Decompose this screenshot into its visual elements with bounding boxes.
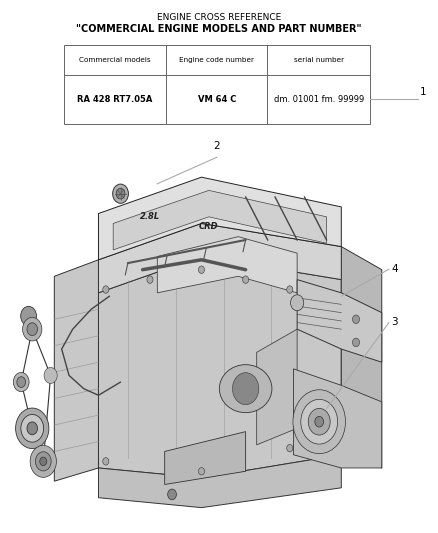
Polygon shape: [54, 260, 99, 481]
Text: serial number: serial number: [294, 56, 344, 63]
Polygon shape: [165, 432, 246, 484]
Circle shape: [198, 467, 205, 475]
Circle shape: [35, 452, 51, 471]
Circle shape: [168, 489, 177, 500]
Circle shape: [30, 446, 57, 478]
Circle shape: [301, 399, 338, 444]
Ellipse shape: [219, 365, 272, 413]
Circle shape: [287, 286, 293, 293]
Polygon shape: [99, 256, 341, 478]
Text: 3: 3: [391, 318, 398, 327]
Text: VM 64 C: VM 64 C: [198, 95, 236, 104]
Circle shape: [113, 184, 128, 203]
Circle shape: [27, 422, 38, 435]
Polygon shape: [99, 177, 341, 260]
Circle shape: [308, 408, 330, 435]
Circle shape: [290, 295, 304, 311]
Polygon shape: [293, 369, 382, 468]
Circle shape: [116, 188, 125, 199]
Circle shape: [293, 390, 346, 454]
Text: "COMMERCIAL ENGINE MODELS AND PART NUMBER": "COMMERCIAL ENGINE MODELS AND PART NUMBE…: [76, 24, 362, 34]
Text: 1: 1: [419, 87, 426, 96]
Circle shape: [353, 338, 360, 346]
Circle shape: [147, 276, 153, 284]
Text: 2.8L: 2.8L: [140, 212, 160, 221]
Circle shape: [287, 445, 293, 452]
Circle shape: [243, 276, 249, 284]
Text: CRD: CRD: [199, 222, 219, 231]
Circle shape: [16, 408, 49, 449]
Circle shape: [17, 377, 25, 387]
Circle shape: [44, 367, 57, 383]
Text: dm. 01001 fm. 99999: dm. 01001 fm. 99999: [274, 95, 364, 104]
Circle shape: [21, 415, 44, 442]
Circle shape: [40, 457, 47, 466]
Circle shape: [198, 266, 205, 273]
Circle shape: [13, 373, 29, 392]
Circle shape: [103, 286, 109, 293]
Polygon shape: [54, 260, 99, 481]
Text: 4: 4: [391, 264, 398, 274]
Polygon shape: [157, 237, 297, 293]
Text: RA 428 RT7.05A: RA 428 RT7.05A: [77, 95, 152, 104]
Circle shape: [315, 416, 324, 427]
Polygon shape: [99, 223, 341, 293]
Bar: [13, 165, 390, 506]
Polygon shape: [99, 455, 341, 507]
Polygon shape: [341, 247, 382, 468]
Text: Commercial models: Commercial models: [79, 56, 151, 63]
Circle shape: [233, 373, 259, 405]
Circle shape: [353, 315, 360, 324]
Circle shape: [103, 458, 109, 465]
Text: 2: 2: [213, 141, 220, 151]
Bar: [64, 45, 370, 124]
Polygon shape: [113, 190, 327, 250]
Circle shape: [27, 323, 38, 336]
Circle shape: [21, 306, 36, 326]
Text: Engine code number: Engine code number: [179, 56, 254, 63]
Text: ENGINE CROSS REFERENCE: ENGINE CROSS REFERENCE: [157, 13, 281, 22]
Polygon shape: [257, 329, 297, 445]
Circle shape: [23, 318, 42, 341]
Polygon shape: [297, 280, 382, 362]
